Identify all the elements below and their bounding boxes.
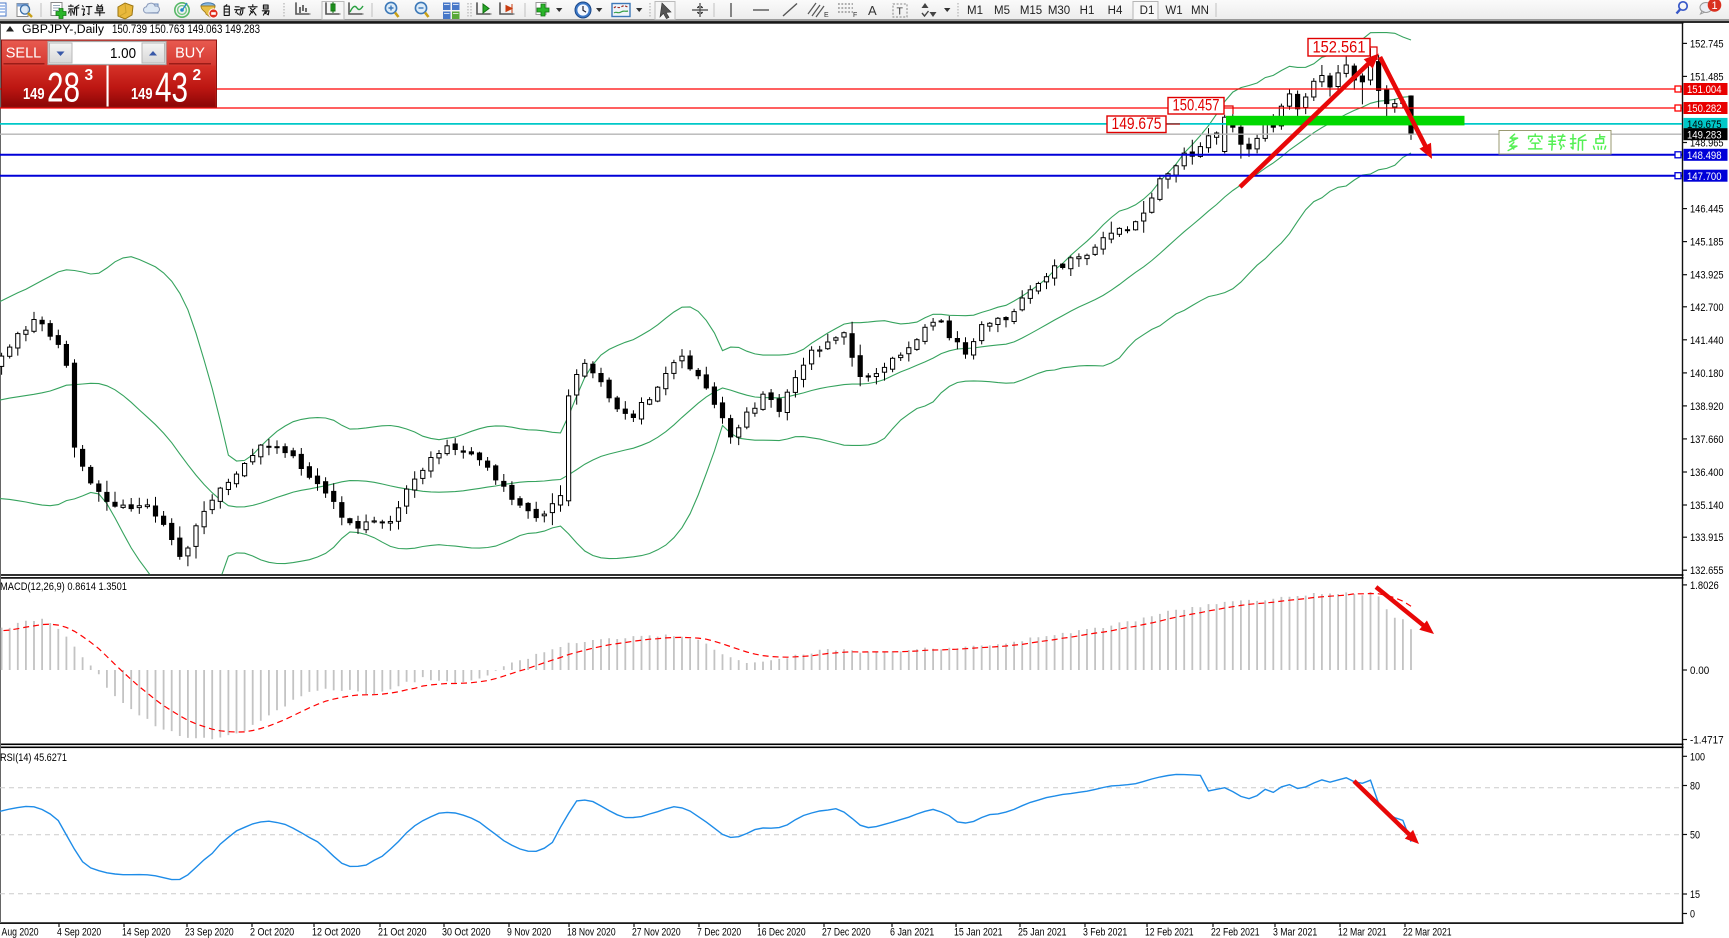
svg-text:0.00: 0.00	[1690, 665, 1709, 677]
svg-text:132.655: 132.655	[1690, 565, 1724, 577]
svg-text:1: 1	[1711, 0, 1717, 12]
svg-text:2 Oct 2020: 2 Oct 2020	[250, 927, 294, 938]
svg-text:28: 28	[47, 64, 80, 111]
svg-text:149.675: 149.675	[1687, 119, 1722, 131]
svg-text:9 Nov 2020: 9 Nov 2020	[507, 927, 551, 938]
svg-text:148.965: 148.965	[1690, 138, 1724, 150]
svg-text:MN: MN	[1191, 5, 1209, 17]
svg-text:1.00: 1.00	[110, 45, 136, 62]
svg-text:W1: W1	[1165, 5, 1182, 17]
svg-text:142.700: 142.700	[1690, 302, 1724, 314]
svg-text:50: 50	[1690, 830, 1700, 842]
svg-text:RSI(14) 45.6271: RSI(14) 45.6271	[0, 752, 67, 764]
svg-text:133.915: 133.915	[1690, 532, 1724, 544]
svg-text:16 Dec 2020: 16 Dec 2020	[757, 927, 806, 938]
svg-text:A: A	[868, 3, 877, 18]
svg-text:-1.4717: -1.4717	[1690, 735, 1724, 747]
svg-text:4 Sep 2020: 4 Sep 2020	[57, 927, 101, 938]
svg-text:149: 149	[23, 86, 45, 103]
svg-text:150.739 150.763 149.063 149.28: 150.739 150.763 149.063 149.283	[112, 24, 260, 36]
svg-text:138.920: 138.920	[1690, 401, 1724, 413]
svg-text:M1: M1	[967, 5, 983, 17]
svg-text:MACD(12,26,9) 0.8614 1.3501: MACD(12,26,9) 0.8614 1.3501	[0, 581, 127, 593]
svg-text:15 Jan 2021: 15 Jan 2021	[954, 927, 1003, 938]
svg-text:149: 149	[131, 86, 153, 103]
svg-text:H4: H4	[1108, 5, 1123, 17]
svg-text:147.700: 147.700	[1687, 171, 1722, 183]
svg-text:151.485: 151.485	[1690, 71, 1724, 83]
svg-text:M5: M5	[994, 5, 1010, 17]
svg-text:12 Mar 2021: 12 Mar 2021	[1338, 927, 1387, 938]
svg-text:27 Nov 2020: 27 Nov 2020	[632, 927, 681, 938]
svg-text:0: 0	[1690, 909, 1695, 921]
svg-text:D1: D1	[1140, 5, 1155, 17]
svg-text:135.140: 135.140	[1690, 500, 1724, 512]
svg-text:18 Nov 2020: 18 Nov 2020	[567, 927, 616, 938]
svg-text:1.8026: 1.8026	[1690, 580, 1719, 592]
svg-text:149.283: 149.283	[1687, 129, 1722, 141]
svg-text:152.745: 152.745	[1690, 38, 1724, 50]
svg-text:E: E	[824, 12, 829, 19]
svg-text:80: 80	[1690, 781, 1700, 793]
svg-text:14 Sep 2020: 14 Sep 2020	[122, 927, 171, 938]
svg-text:143.925: 143.925	[1690, 270, 1724, 282]
svg-text:30 Oct 2020: 30 Oct 2020	[442, 927, 491, 938]
svg-text:SELL: SELL	[6, 46, 41, 62]
svg-text:3: 3	[85, 67, 94, 84]
svg-text:43: 43	[155, 64, 188, 111]
svg-text:23 Sep 2020: 23 Sep 2020	[185, 927, 234, 938]
svg-text:100: 100	[1690, 751, 1705, 763]
svg-text:21 Oct 2020: 21 Oct 2020	[378, 927, 427, 938]
svg-text:12 Feb 2021: 12 Feb 2021	[1145, 927, 1194, 938]
svg-text:146.445: 146.445	[1690, 204, 1724, 216]
svg-text:140.180: 140.180	[1690, 368, 1724, 380]
svg-text:145.185: 145.185	[1690, 237, 1724, 249]
svg-text:7 Dec 2020: 7 Dec 2020	[697, 927, 741, 938]
svg-text:22 Mar 2021: 22 Mar 2021	[1403, 927, 1452, 938]
svg-text:151.004: 151.004	[1687, 84, 1722, 96]
svg-text:15: 15	[1690, 889, 1700, 901]
svg-text:T: T	[897, 6, 904, 18]
svg-text:3 Feb 2021: 3 Feb 2021	[1083, 927, 1127, 938]
svg-text:F: F	[853, 12, 857, 19]
svg-text:6 Jan 2021: 6 Jan 2021	[890, 927, 934, 938]
svg-text:141.440: 141.440	[1690, 335, 1724, 347]
svg-text:3 Mar 2021: 3 Mar 2021	[1273, 927, 1317, 938]
svg-text:150.282: 150.282	[1687, 103, 1722, 115]
svg-text:149.675: 149.675	[1112, 115, 1162, 133]
svg-text:22 Feb 2021: 22 Feb 2021	[1211, 927, 1260, 938]
svg-text:M30: M30	[1048, 5, 1070, 17]
svg-text:136.400: 136.400	[1690, 467, 1724, 479]
svg-text:150.457: 150.457	[1173, 97, 1220, 115]
svg-text:M15: M15	[1020, 5, 1042, 17]
svg-text:25 Jan 2021: 25 Jan 2021	[1018, 927, 1067, 938]
svg-text:2: 2	[193, 67, 202, 84]
svg-text:H1: H1	[1080, 5, 1095, 17]
svg-text:152.561: 152.561	[1313, 39, 1366, 57]
svg-text:12 Oct 2020: 12 Oct 2020	[312, 927, 361, 938]
svg-text:26 Aug 2020: 26 Aug 2020	[0, 927, 39, 938]
svg-text:137.660: 137.660	[1690, 434, 1724, 446]
svg-text:148.498: 148.498	[1687, 150, 1722, 162]
svg-text:BUY: BUY	[175, 46, 205, 62]
svg-text:GBPJPY-,Daily: GBPJPY-,Daily	[22, 24, 104, 36]
svg-text:27 Dec 2020: 27 Dec 2020	[822, 927, 871, 938]
